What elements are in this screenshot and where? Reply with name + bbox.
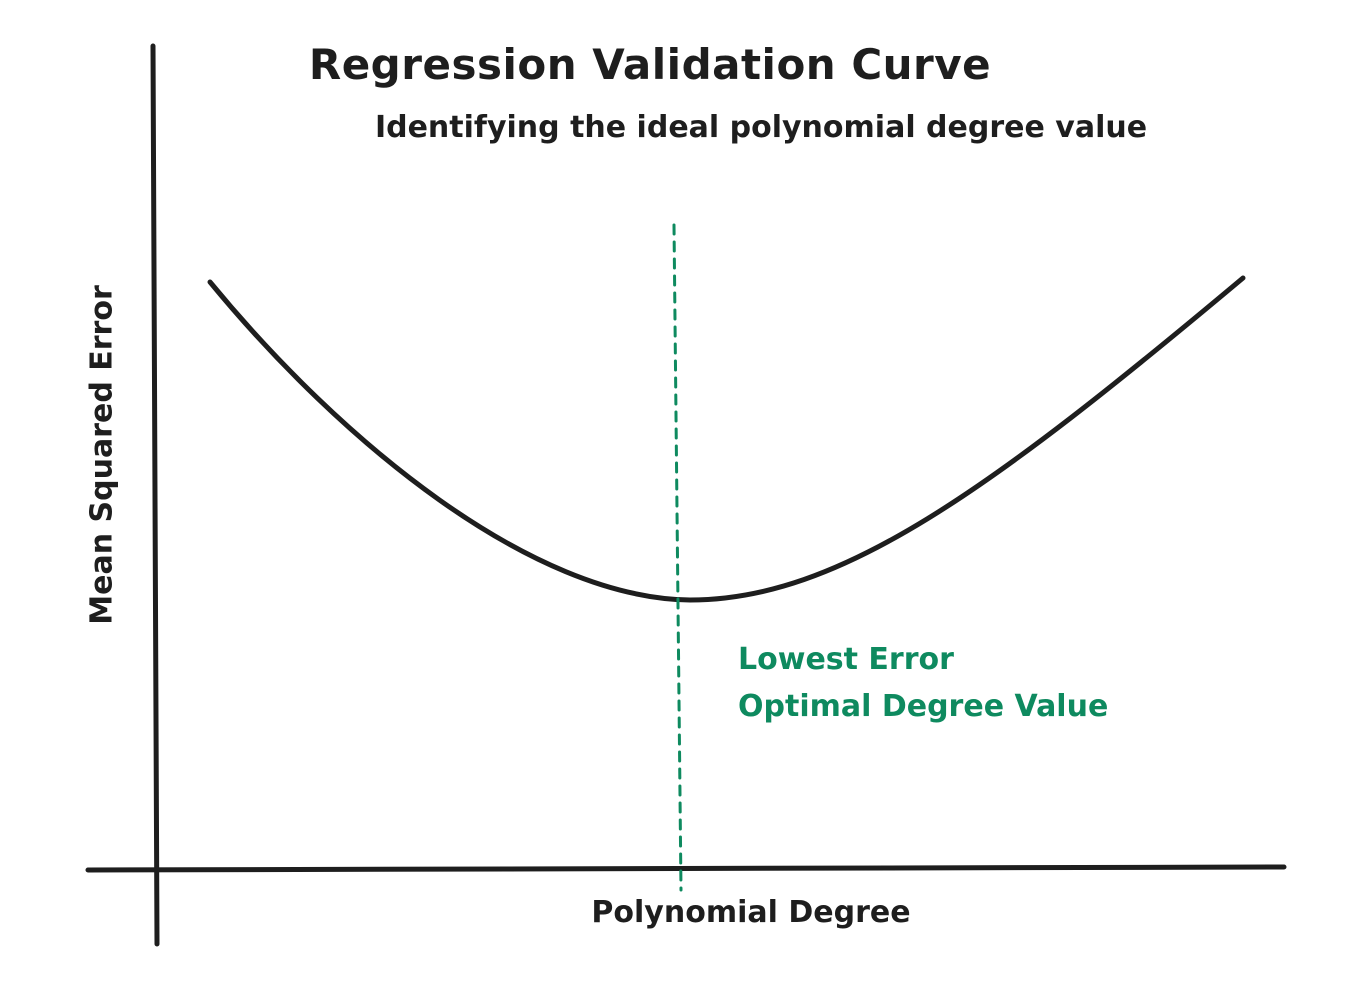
y-axis-label: Mean Squared Error (84, 285, 120, 625)
optimal-degree-marker-line (672, 223, 683, 892)
optimal-degree-annotation: Optimal Degree Value (738, 689, 1109, 724)
y-axis-line (150, 43, 160, 947)
diagram-title: Regression Validation Curve (308, 40, 992, 89)
validation-error-curve (207, 275, 1246, 603)
diagram-subtitle: Identifying the ideal polynomial degree … (374, 110, 1148, 145)
x-axis-line (85, 864, 1287, 873)
lowest-error-annotation: Lowest Error (738, 642, 954, 677)
x-axis-label: Polynomial Degree (591, 895, 911, 930)
